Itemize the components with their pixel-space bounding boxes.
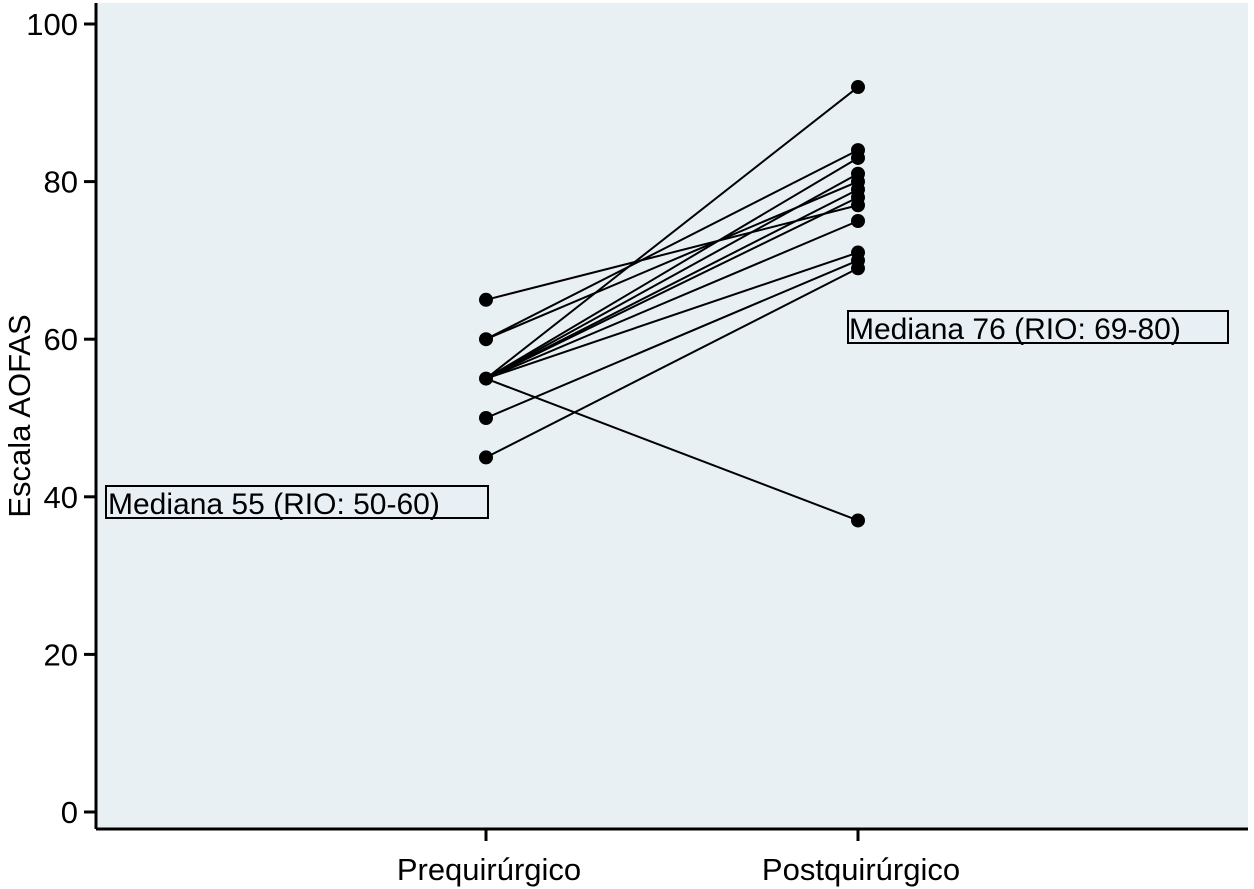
annotation-box: [105, 485, 489, 519]
annotation-text: Mediana 55 (RIO: 50-60): [108, 488, 440, 521]
patient-line: [485, 251, 859, 380]
y-tick-label: 80: [44, 165, 78, 200]
y-tick-label: 100: [26, 7, 78, 42]
patient-line: [485, 172, 859, 380]
pre-surgery-point: [479, 332, 493, 347]
patient-line: [485, 157, 859, 380]
annotation-prequirurgico: Mediana 55 (RIO: 50-60): [105, 485, 489, 521]
y-axis-ticks: 0 20 40 60 80 100: [26, 7, 96, 830]
x-axis-ticks: Prequirúrgico Postquirúrgico: [397, 829, 960, 887]
y-tick-label: 20: [44, 637, 78, 672]
pre-surgery-point: [479, 450, 493, 465]
patient-line: [485, 377, 859, 522]
post-surgery-point: [851, 190, 865, 205]
post-surgery-point: [851, 261, 865, 276]
patient-line: [485, 86, 859, 380]
post-surgery-point: [851, 513, 865, 528]
annotation-postquirurgico: Mediana 76 (RIO: 69-80): [847, 310, 1229, 346]
post-surgery-point: [851, 214, 865, 228]
data-points: [479, 80, 865, 528]
y-tick-label: 40: [44, 480, 78, 515]
plot-area: [96, 3, 1248, 829]
pair-lines: [485, 86, 859, 522]
pre-surgery-point: [479, 292, 493, 307]
patient-line: [485, 149, 859, 341]
patient-line: [485, 259, 859, 419]
pre-surgery-point: [479, 371, 493, 386]
annotation-text: Mediana 76 (RIO: 69-80): [849, 313, 1181, 346]
post-surgery-point: [851, 150, 865, 165]
post-surgery-point: [851, 80, 865, 95]
x-tick-label: Postquirúrgico: [762, 852, 960, 887]
post-surgery-point: [851, 166, 865, 181]
patient-line: [485, 267, 859, 459]
patient-line: [485, 188, 859, 380]
y-tick-label: 60: [44, 322, 78, 357]
x-tick-label: Prequirúrgico: [397, 852, 581, 887]
patient-line: [485, 196, 859, 380]
annotation-box: [847, 310, 1229, 344]
pre-surgery-point: [479, 411, 493, 425]
patient-line: [485, 220, 859, 380]
y-tick-label: 0: [61, 795, 78, 830]
y-axis-title: Escala AOFAS: [2, 314, 37, 517]
